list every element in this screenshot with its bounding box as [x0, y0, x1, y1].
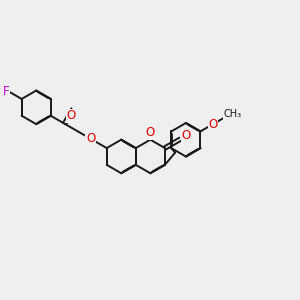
Text: F: F: [3, 85, 9, 98]
Text: O: O: [67, 109, 76, 122]
Text: O: O: [86, 132, 95, 145]
Text: CH₃: CH₃: [223, 109, 242, 119]
Text: O: O: [208, 118, 218, 131]
Text: O: O: [181, 129, 190, 142]
Text: O: O: [145, 126, 154, 139]
